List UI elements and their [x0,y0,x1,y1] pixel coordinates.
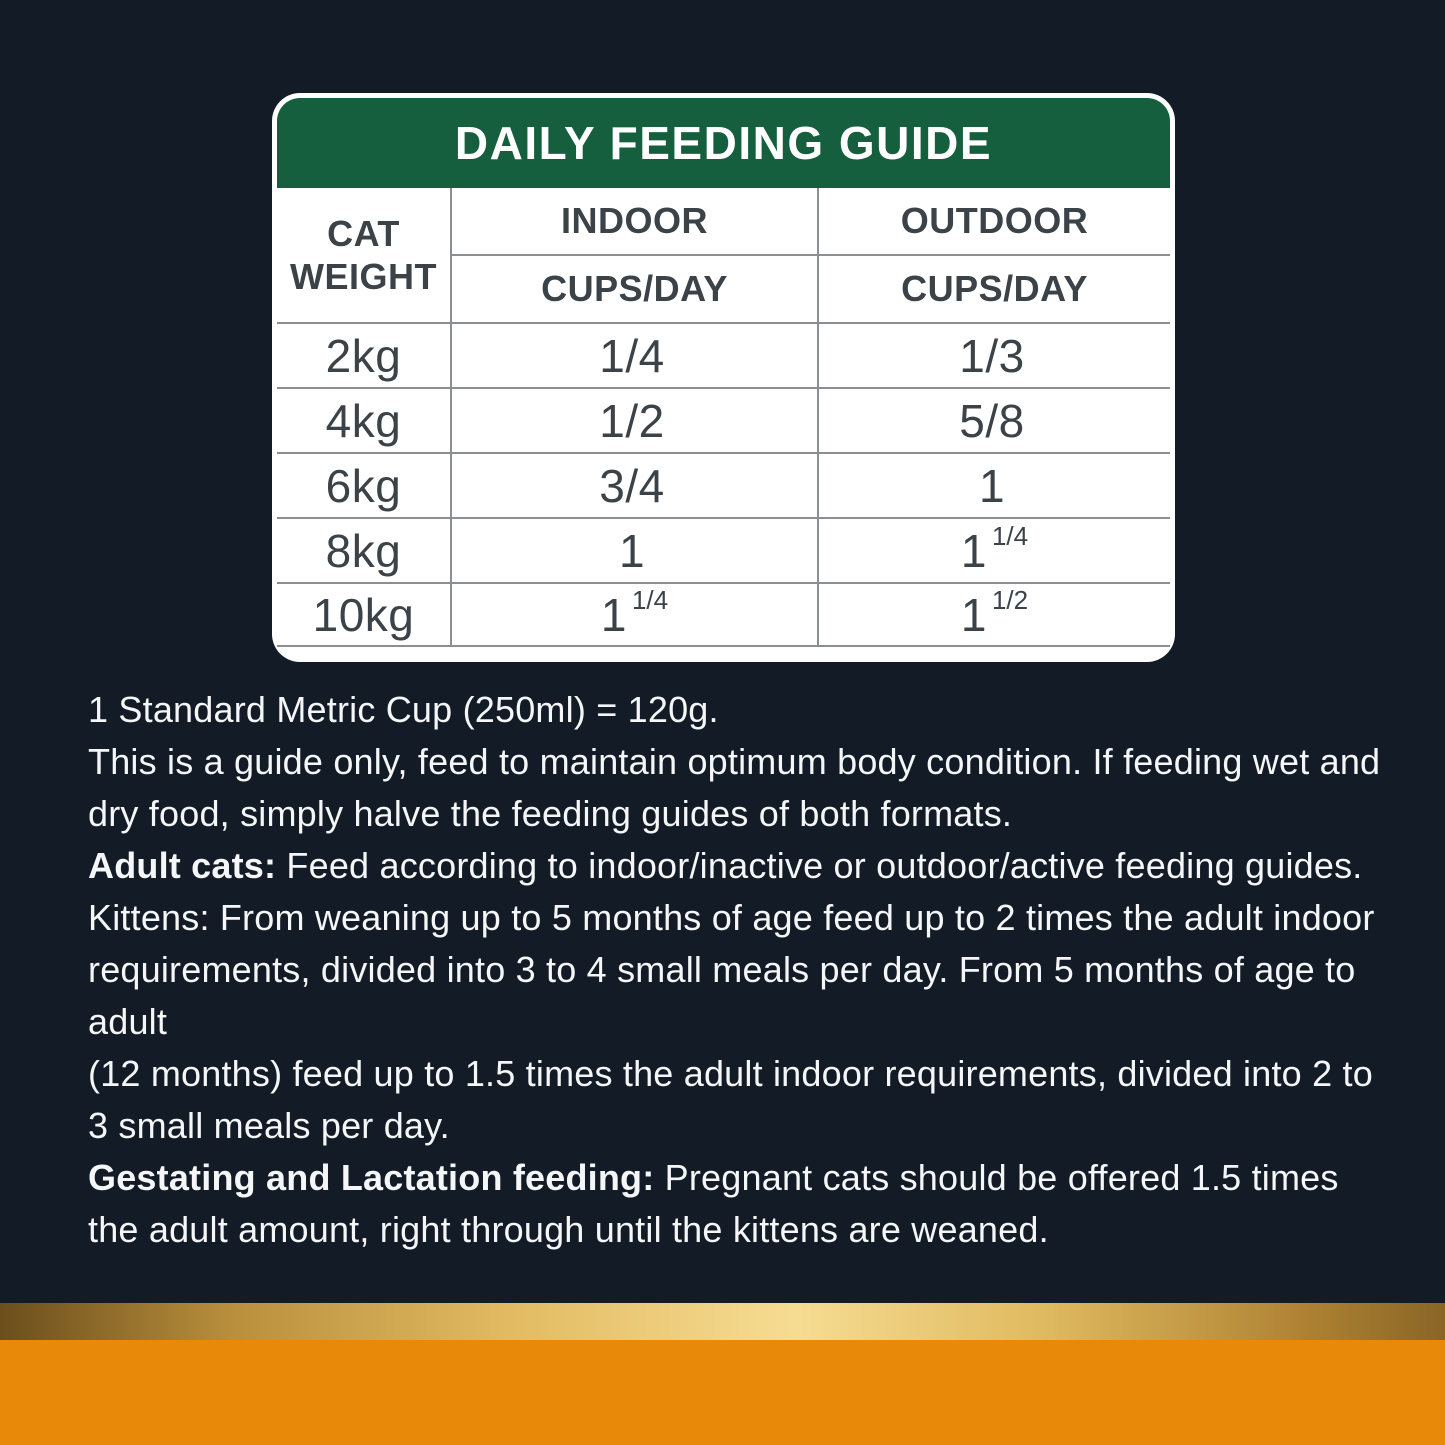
indoor-cups-cell: 1/2 [450,387,817,452]
col-subheader-outdoor-cups: CUPS/DAY [817,254,1170,322]
note-adult-cats-lead: Adult cats: [88,845,277,886]
col-subheader-indoor-cups: CUPS/DAY [450,254,817,322]
orange-footer-band [0,1340,1445,1445]
note-gestating-text: Pregnant cats should be offered 1.5 time… [88,1157,1339,1250]
cups-fraction-sup: 1/2 [991,585,1029,615]
cups-value: 5/8 [959,394,1025,447]
outdoor-cups-cell: 1 1/2 [817,582,1170,647]
gold-gradient-stripe [0,1303,1445,1340]
cups-value: 1 [618,524,646,577]
note-gestating: Gestating and Lactation feeding: Pregnan… [88,1152,1393,1256]
outdoor-cups-cell: 1 1/4 [817,517,1170,582]
note-gestating-lead: Gestating and Lactation feeding: [88,1157,655,1198]
cups-fraction-sup: 1/4 [631,585,669,615]
feeding-table: CAT WEIGHT INDOOR OUTDOOR CUPS/DAY CUPS/… [277,188,1170,647]
table-title: DAILY FEEDING GUIDE [277,98,1170,188]
weight-cell: 4kg [277,387,450,452]
indoor-cups-cell: 1/4 [450,322,817,387]
note-guide-disclaimer: This is a guide only, feed to maintain o… [88,741,1381,834]
outdoor-cups-cell: 1 [817,452,1170,517]
note-adult-cats: Adult cats: Feed according to indoor/ina… [88,840,1393,892]
cups-value: 1 [600,588,627,641]
indoor-cups-cell: 3/4 [450,452,817,517]
note-cup-equivalence: 1 Standard Metric Cup (250ml) = 120g. [88,689,719,730]
indoor-cups-cell: 1 1/4 [450,582,817,647]
cups-value: 1/4 [599,329,665,382]
note-kittens-12-months: (12 months) feed up to 1.5 times the adu… [88,1053,1373,1146]
cups-value: 1/3 [959,329,1025,382]
cups-value: 1 [978,459,1006,512]
cups-value: 3/4 [599,459,665,512]
cups-value: 1 [960,588,987,641]
feeding-notes: 1 Standard Metric Cup (250ml) = 120g. Th… [88,684,1393,1256]
note-adult-cats-text: Feed according to indoor/inactive or out… [276,845,1363,886]
cups-fraction-sup: 1/4 [991,521,1029,551]
indoor-cups-cell: 1 [450,517,817,582]
weight-cell: 8kg [277,517,450,582]
col-header-cat-weight: CAT WEIGHT [290,212,437,297]
col-header-indoor: INDOOR [450,188,817,254]
cups-value: 1 [960,524,987,577]
weight-cell: 2kg [277,322,450,387]
weight-cell: 10kg [277,582,450,647]
col-header-outdoor: OUTDOOR [817,188,1170,254]
cups-value: 1/2 [599,394,665,447]
outdoor-cups-cell: 5/8 [817,387,1170,452]
note-kittens: Kittens: From weaning up to 5 months of … [88,897,1375,1042]
outdoor-cups-cell: 1/3 [817,322,1170,387]
weight-cell: 6kg [277,452,450,517]
feeding-guide-card: DAILY FEEDING GUIDE CAT WEIGHT INDOOR OU… [272,93,1175,662]
